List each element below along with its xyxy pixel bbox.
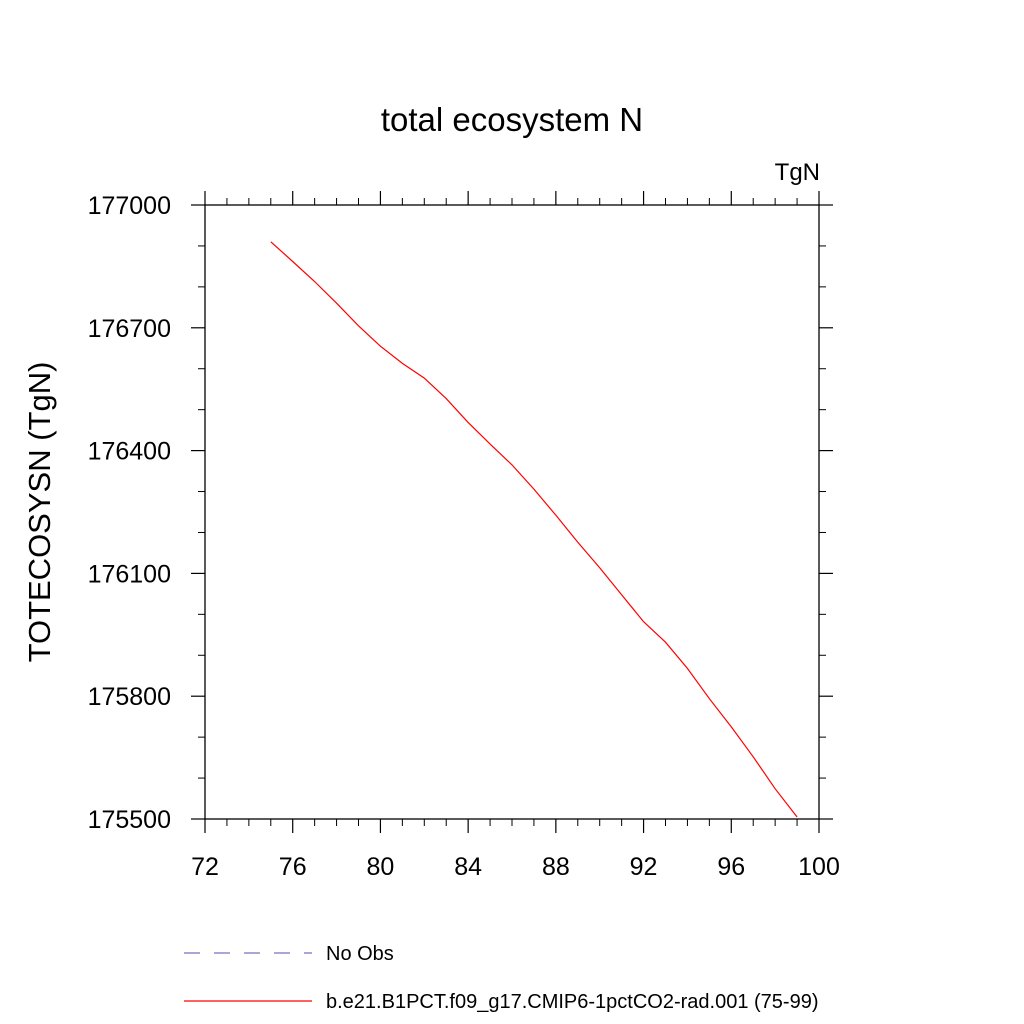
chart-title: total ecosystem N <box>381 101 643 138</box>
x-tick-label: 100 <box>798 853 840 881</box>
units-label: TgN <box>775 159 820 186</box>
y-tick-label: 175500 <box>88 806 171 834</box>
legend-label: No Obs <box>326 943 394 965</box>
x-tick-label: 96 <box>717 853 745 881</box>
y-tick-label: 175800 <box>88 683 171 711</box>
series-layer <box>270 241 798 818</box>
legend: No Obs b.e21.B1PCT.f09_g17.CMIP6-1pctCO2-… <box>184 943 819 1013</box>
y-tick-label: 176100 <box>88 560 171 588</box>
x-tick-label: 84 <box>454 853 482 881</box>
series-line-0 <box>270 241 798 818</box>
y-axis-label: TOTECOSYSN (TgN) <box>22 362 57 663</box>
x-tick-label: 76 <box>279 853 307 881</box>
x-tick-label: 92 <box>630 853 658 881</box>
axis-ticks: 72 76 80 84 88 92 96 100 175500 175800 176100 17640… <box>88 191 840 881</box>
x-tick-label: 72 <box>191 853 219 881</box>
y-tick-label: 176700 <box>88 315 171 343</box>
y-tick-label: 177000 <box>88 192 171 220</box>
x-tick-label: 88 <box>542 853 570 881</box>
plot-frame <box>204 204 820 820</box>
y-tick-label: 176400 <box>88 438 171 466</box>
legend-label: b.e21.B1PCT.f09_g17.CMIP6-1pctCO2-rad.00… <box>326 991 819 1013</box>
x-tick-label: 80 <box>367 853 395 881</box>
